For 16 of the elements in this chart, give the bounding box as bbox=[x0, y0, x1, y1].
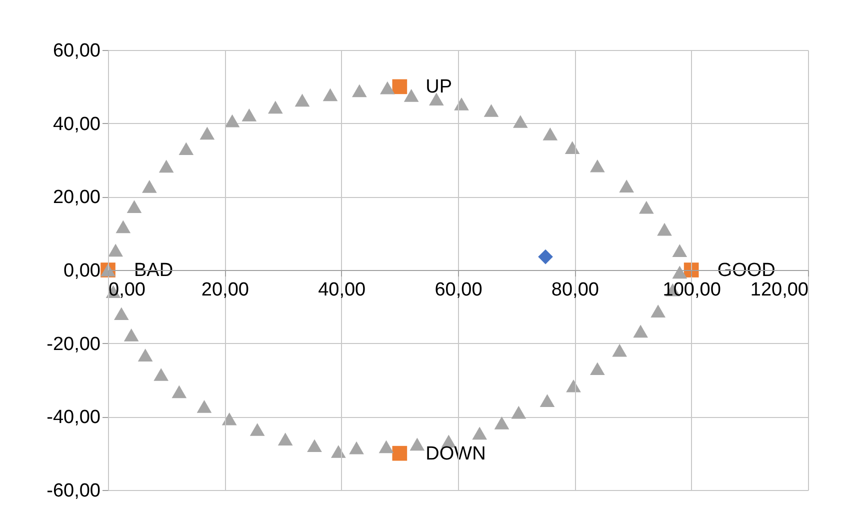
annotation: UP bbox=[426, 76, 452, 98]
y-tick-label: -40,00 bbox=[46, 407, 100, 428]
y-tick-label: -60,00 bbox=[46, 480, 100, 502]
x-tick-label: 20,00 bbox=[201, 280, 249, 300]
x-tick-label: 80,00 bbox=[551, 280, 599, 300]
x-tick-label: 120,00 bbox=[750, 280, 808, 300]
x-tick-label: 60,00 bbox=[434, 280, 482, 300]
x-tick-label: 100,00 bbox=[662, 280, 721, 300]
y-tick-label: 60,00 bbox=[52, 40, 100, 62]
y-tick-label: 0,00 bbox=[64, 260, 100, 282]
x-tick-label: 40,00 bbox=[318, 280, 366, 300]
annotation: DOWN bbox=[426, 443, 486, 464]
y-tick-label: -20,00 bbox=[46, 334, 100, 355]
y-tick-label: 40,00 bbox=[52, 114, 100, 135]
y-tick-label: 20,00 bbox=[52, 187, 100, 208]
x-tick-label: 0,00 bbox=[108, 280, 146, 300]
